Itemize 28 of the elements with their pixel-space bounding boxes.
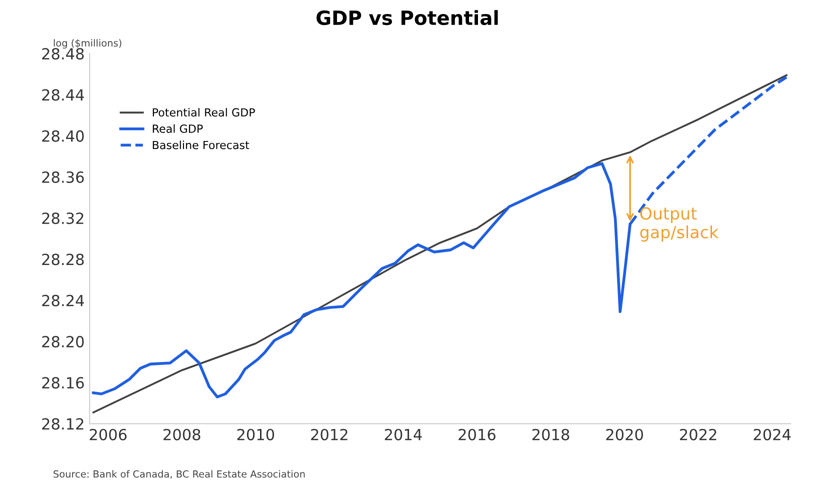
- x-tick-label: 2024: [754, 428, 791, 440]
- legend-label: Potential Real GDP: [152, 108, 255, 117]
- y-tick-label: 28.20: [42, 336, 84, 348]
- y-tick-label: 28.48: [42, 48, 84, 60]
- x-tick-label: 2016: [458, 428, 496, 440]
- chart-title: GDP vs Potential: [316, 10, 498, 26]
- x-tick-label: 2014: [384, 428, 422, 440]
- source-note: Source: Bank of Canada, BC Real Estate Association: [54, 470, 305, 479]
- line-series: [92, 74, 788, 414]
- y-tick-label: 28.36: [42, 171, 84, 183]
- x-tick-label: 2010: [237, 428, 274, 440]
- x-tick-label: 2022: [680, 428, 716, 440]
- y-tick-label: 28.16: [42, 377, 84, 389]
- legend-label: Baseline Forecast: [152, 140, 250, 150]
- x-tick-label: 2006: [90, 428, 127, 440]
- y-tick-label: 28.44: [42, 89, 84, 101]
- y-axis-title: log ($millions): [54, 39, 122, 49]
- x-tick-label: 2018: [532, 428, 570, 440]
- y-tick-label: 28.28: [42, 254, 84, 266]
- legend-label: Real GDP: [152, 124, 203, 133]
- x-tick-label: 2008: [164, 428, 200, 440]
- y-tick-label: 28.24: [42, 294, 84, 306]
- y-tick-label: 28.40: [42, 130, 84, 142]
- x-tick-label: 2020: [606, 428, 643, 440]
- y-tick-label: 28.32: [42, 212, 84, 224]
- y-tick-label: 28.12: [42, 418, 84, 430]
- annotation: Output gap/slack: [640, 207, 719, 242]
- x-tick-label: 2012: [311, 428, 348, 440]
